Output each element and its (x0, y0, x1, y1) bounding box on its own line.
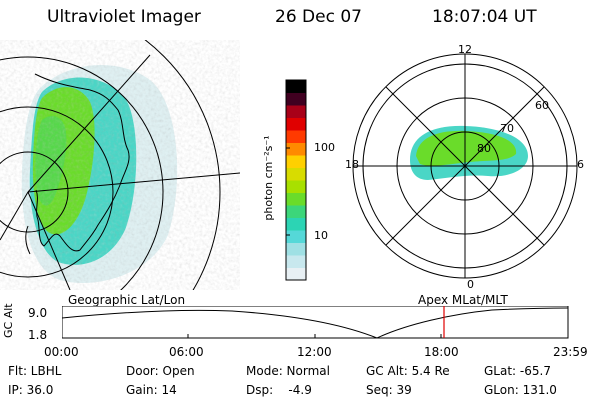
time-tick-0600: 06:00 (169, 345, 204, 359)
apex-coords-label: Apex MLat/MLT (418, 293, 508, 307)
mlat-label-80: 80 (477, 142, 491, 155)
mlat-label-60: 60 (535, 99, 549, 112)
colorbar-swatch (286, 105, 306, 118)
gc-alt-tick-high: 9.0 (28, 306, 48, 320)
colorbar-swatch (286, 217, 306, 231)
gc-alt-axis-label: GC Alt (2, 303, 15, 338)
geographic-coords-label: Geographic Lat/Lon (68, 293, 186, 307)
colorbar-swatch (286, 92, 306, 106)
geographic-map-panel (0, 40, 240, 290)
instrument-title: Ultraviolet Imager (47, 7, 201, 27)
glon-status: GLon: 131.0 (484, 383, 557, 397)
colorbar-swatch (286, 180, 306, 193)
intensity-colorbar: photon cm⁻²s⁻¹ (262, 79, 307, 281)
island-outline (25, 225, 31, 255)
mlat-label-70: 70 (500, 122, 514, 135)
dsp-status: Dsp: -4.9 (246, 383, 312, 397)
colorbar-swatch (286, 142, 306, 156)
timeline-ticks (187, 334, 442, 338)
mlt-label-0: 0 (467, 278, 474, 290)
door-status: Door: Open (126, 364, 195, 378)
altitude-timeline-plot (62, 306, 569, 339)
timeline-frame (62, 306, 569, 339)
lat-lon-grid (0, 40, 240, 290)
mlt-label-6: 6 (577, 158, 584, 171)
colorbar-swatch (286, 167, 306, 181)
mlt-label-12: 12 (458, 43, 472, 56)
coastline (34, 73, 130, 252)
time-tick-0000: 00:00 (44, 345, 79, 359)
ip-status: IP: 36.0 (8, 383, 54, 397)
gc-alt-status: GC Alt: 5.4 Re (366, 364, 450, 378)
colorbar-swatch (286, 267, 306, 281)
colorbar-swatch (286, 242, 306, 256)
colorbar-gradient (286, 80, 306, 281)
filter-status: Flt: LBHL (8, 364, 62, 378)
colorbar-swatch (286, 205, 306, 218)
colorbar-swatch (286, 117, 306, 131)
polar-mlat-mlt-plot: 12 6 0 18 60 70 80 (345, 43, 584, 290)
gain-status: Gain: 14 (126, 383, 177, 397)
orbit-altitude-curve (62, 307, 569, 339)
image-date: 26 Dec 07 (275, 7, 362, 27)
glat-status: GLat: -65.7 (484, 364, 551, 378)
time-tick-1200: 12:00 (297, 345, 332, 359)
colorbar-frame (285, 79, 307, 281)
colorbar-swatch (286, 155, 306, 168)
time-tick-1800: 18:00 (424, 345, 459, 359)
mode-status: Mode: Normal (246, 364, 330, 378)
colorbar-swatch (286, 192, 306, 206)
time-tick-2359: 23:59 (553, 345, 588, 359)
mlt-label-18: 18 (345, 158, 359, 171)
colorbar-unit-label: photon cm⁻²s⁻¹ (262, 135, 275, 220)
colorbar-swatch (286, 80, 306, 93)
gc-alt-tick-low: 1.8 (28, 328, 48, 342)
colorbar-label-100: 100 (314, 141, 335, 154)
colorbar-swatch (286, 255, 306, 268)
colorbar-label-10: 10 (314, 229, 328, 242)
sequence-status: Seq: 39 (366, 383, 412, 397)
colorbar-swatch (286, 230, 306, 243)
colorbar-swatch (286, 130, 306, 143)
polar-grid (352, 53, 578, 279)
image-time: 18:07:04 UT (432, 7, 537, 27)
